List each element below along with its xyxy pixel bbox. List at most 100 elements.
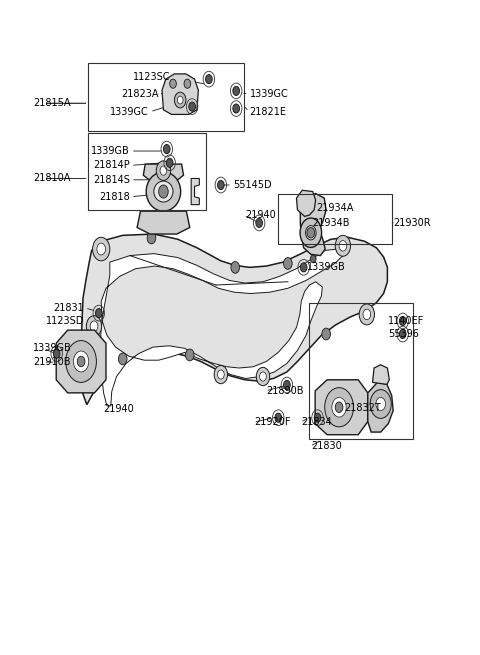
Circle shape: [399, 316, 406, 326]
Circle shape: [311, 255, 316, 263]
Text: 21831: 21831: [54, 303, 84, 313]
Text: 1123SC: 1123SC: [133, 72, 170, 82]
Polygon shape: [56, 330, 106, 393]
Ellipse shape: [146, 172, 180, 211]
Polygon shape: [137, 211, 190, 234]
Circle shape: [217, 370, 224, 379]
Circle shape: [166, 159, 173, 168]
Circle shape: [169, 79, 176, 88]
Bar: [88, 133, 206, 210]
Ellipse shape: [154, 181, 173, 202]
Polygon shape: [191, 178, 199, 204]
Circle shape: [156, 161, 170, 180]
Circle shape: [284, 257, 292, 269]
Circle shape: [217, 180, 224, 189]
Circle shape: [370, 390, 391, 419]
Circle shape: [184, 79, 191, 88]
Text: 21930R: 21930R: [393, 218, 431, 228]
Circle shape: [158, 185, 168, 198]
Circle shape: [66, 341, 96, 383]
Polygon shape: [100, 249, 343, 406]
Polygon shape: [300, 193, 326, 255]
Circle shape: [96, 309, 102, 318]
Bar: [278, 193, 392, 244]
Circle shape: [260, 372, 266, 381]
Circle shape: [119, 353, 127, 365]
Text: 21940: 21940: [104, 404, 134, 414]
Circle shape: [205, 75, 212, 84]
Circle shape: [189, 102, 195, 111]
Text: 1339GC: 1339GC: [250, 88, 288, 98]
Polygon shape: [297, 190, 316, 216]
Text: 21818: 21818: [99, 192, 130, 202]
Text: 21814S: 21814S: [93, 175, 130, 185]
Text: 1123SD: 1123SD: [46, 316, 84, 326]
Circle shape: [233, 104, 240, 113]
Circle shape: [363, 309, 371, 320]
Circle shape: [256, 218, 263, 227]
Text: 21823A: 21823A: [121, 88, 158, 98]
Circle shape: [214, 365, 228, 384]
Text: 1339GB: 1339GB: [91, 146, 130, 156]
Circle shape: [147, 232, 156, 244]
Ellipse shape: [306, 225, 316, 240]
Text: 21890B: 21890B: [266, 386, 304, 396]
Polygon shape: [81, 234, 387, 405]
Circle shape: [93, 237, 110, 261]
Circle shape: [53, 349, 60, 358]
Bar: [88, 63, 244, 132]
Circle shape: [335, 402, 343, 413]
Text: 21810A: 21810A: [33, 174, 71, 183]
Circle shape: [77, 356, 85, 367]
Text: 1339GB: 1339GB: [33, 343, 72, 354]
Text: 21920F: 21920F: [254, 417, 291, 427]
Text: 1140EF: 1140EF: [388, 316, 425, 326]
Circle shape: [332, 398, 346, 417]
Text: 21830: 21830: [311, 441, 342, 451]
Text: 21910B: 21910B: [33, 357, 71, 367]
Bar: [310, 303, 413, 439]
Polygon shape: [162, 74, 198, 115]
Circle shape: [275, 413, 282, 422]
Circle shape: [399, 329, 406, 339]
Polygon shape: [372, 365, 389, 384]
Circle shape: [307, 227, 315, 238]
Text: 21934B: 21934B: [312, 218, 349, 228]
Circle shape: [284, 381, 290, 390]
Text: 21832T: 21832T: [344, 403, 381, 413]
Circle shape: [97, 243, 106, 255]
Text: 21814P: 21814P: [93, 160, 130, 170]
Circle shape: [376, 398, 385, 411]
Circle shape: [359, 304, 374, 325]
Text: 21834: 21834: [301, 417, 332, 427]
Circle shape: [86, 316, 102, 337]
Text: 21934A: 21934A: [317, 203, 354, 213]
Text: 21815A: 21815A: [33, 98, 71, 108]
Circle shape: [73, 351, 89, 372]
Text: 55396: 55396: [388, 329, 419, 339]
Circle shape: [177, 96, 183, 104]
Circle shape: [163, 145, 170, 154]
Circle shape: [160, 166, 167, 175]
Circle shape: [339, 240, 347, 251]
Text: 1339GB: 1339GB: [307, 263, 346, 272]
Circle shape: [314, 413, 321, 422]
Circle shape: [324, 388, 353, 427]
Polygon shape: [368, 383, 393, 432]
Text: 21940: 21940: [245, 210, 276, 220]
Circle shape: [300, 263, 307, 272]
Circle shape: [256, 367, 270, 386]
Ellipse shape: [300, 218, 322, 248]
Circle shape: [231, 261, 240, 273]
Circle shape: [233, 86, 240, 96]
Circle shape: [174, 92, 186, 108]
Polygon shape: [144, 164, 183, 179]
Polygon shape: [315, 380, 368, 435]
Circle shape: [335, 235, 350, 256]
Text: 1339GC: 1339GC: [110, 107, 149, 117]
Circle shape: [322, 328, 330, 340]
Circle shape: [90, 321, 98, 331]
Text: 21821E: 21821E: [250, 107, 287, 117]
Text: 55145D: 55145D: [233, 180, 272, 190]
Circle shape: [185, 349, 194, 361]
